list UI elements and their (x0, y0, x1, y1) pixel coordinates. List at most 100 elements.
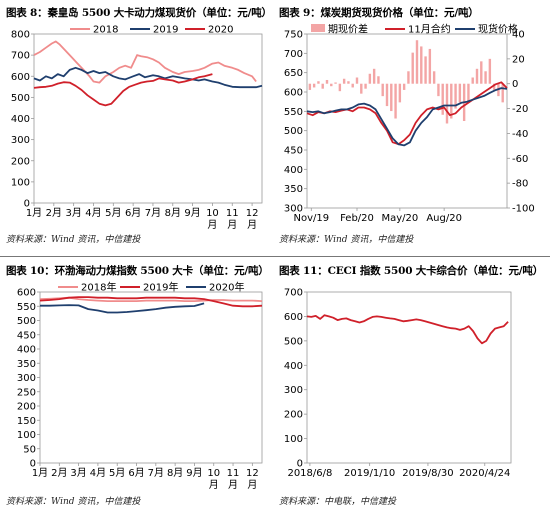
chart-panel-1: 图表 8：秦皇岛 5500 大卡动力煤现货价（单位：元/吨） 0 100 200 30… (0, 0, 272, 250)
bar (471, 77, 474, 84)
x-tick-label: 2019/1/10 (344, 468, 395, 479)
bar (420, 46, 423, 84)
x-tick-label-unit: 月 (227, 219, 237, 231)
bar (450, 83, 453, 119)
y-tick-label: 450 (284, 146, 303, 157)
bar (480, 61, 483, 84)
bar (437, 83, 440, 97)
x-tick-label: Feb/20 (340, 213, 374, 224)
y2-tick-label: 0 (512, 79, 518, 90)
y-tick-label: 700 (284, 288, 303, 299)
y2-tick-label: -60 (512, 154, 528, 165)
y-tick-label: 200 (284, 410, 303, 421)
y-tick-label: 500 (284, 126, 303, 137)
bar (312, 83, 316, 88)
y2-tick-label: 40 (512, 30, 525, 41)
chart-title: 图表 9：煤炭期货现货价格（单位：元/吨） (279, 7, 479, 19)
x-tick-label: 3月 (65, 207, 81, 219)
y-tick-label: 0 (297, 459, 303, 470)
chart-panel-3: 图表 10：环渤海动力煤指数 5500 大卡（单位：元/吨） 0 50 100 150… (0, 258, 270, 512)
x-tick-label: 7月 (148, 467, 164, 479)
y-tick-label: 250 (17, 387, 36, 398)
y-tick-label: 100 (284, 434, 303, 445)
chart-panel-2: 图表 9：煤炭期货现货价格（单位：元/吨） 300 350 400 450 500 550… (275, 0, 550, 250)
y-tick-label: 300 (284, 204, 303, 215)
y-tick-label: 550 (284, 107, 303, 118)
x-tick-label-unit: 月 (247, 479, 257, 491)
bar (372, 68, 376, 84)
y2-tick-label: 20 (512, 54, 525, 65)
plot-frame (306, 33, 508, 209)
x-tick-label: 1月 (32, 467, 48, 479)
y-tick-label: 300 (284, 385, 303, 396)
bar (415, 40, 419, 84)
series-line (306, 87, 508, 147)
y-tick-label: 400 (284, 361, 303, 372)
bar (351, 83, 354, 88)
y-tick-label: 400 (11, 114, 30, 125)
x-tick-label: 11 (226, 208, 239, 219)
bar (334, 82, 337, 84)
bar (492, 83, 496, 90)
legend-swatch (311, 24, 325, 32)
bar (501, 83, 504, 103)
legend-label: 2020 (208, 25, 233, 36)
x-tick-label: 2018/6/8 (287, 468, 332, 479)
bar (402, 83, 406, 90)
x-tick-label: 11 (227, 468, 240, 479)
bar (325, 79, 329, 84)
y-tick-label: 750 (284, 30, 303, 41)
y-tick-label: 550 (17, 302, 36, 313)
x-tick-label: 9月 (184, 207, 200, 219)
legend-label: 现货价格 (478, 23, 518, 36)
series-line (33, 66, 263, 89)
bar (364, 83, 367, 89)
y-tick-label: 100 (11, 177, 30, 188)
y2-tick-label: -100 (512, 204, 535, 215)
x-tick-label: 10 (206, 208, 219, 219)
bar (394, 83, 397, 119)
bar (342, 78, 346, 84)
legend-label: 2019 (153, 25, 178, 36)
bar (454, 83, 457, 109)
chart-title: 图表 10：环渤海动力煤指数 5500 大卡（单位：元/吨） (6, 265, 269, 277)
y-tick-label: 0 (30, 459, 36, 470)
x-tick-label: 2020/4/24 (459, 468, 510, 479)
chart-source: 资料来源：Wind 资讯，中信建投 (6, 497, 141, 507)
series-line (39, 296, 263, 308)
chart-source: 资料来源：中电联，中信建投 (279, 497, 397, 507)
plot-frame (39, 291, 263, 464)
bar (441, 83, 444, 115)
legend-label: 2019年 (143, 281, 178, 294)
bar (368, 73, 372, 84)
series-line (40, 302, 205, 314)
y2-tick-label: -20 (512, 104, 528, 115)
x-tick-label: May/20 (381, 213, 418, 224)
bar (321, 83, 324, 89)
y-tick-label: 600 (17, 288, 36, 299)
x-tick-label-unit: 月 (209, 479, 219, 491)
chart-title: 图表 8：秦皇岛 5500 大卡动力煤现货价（单位：元/吨） (6, 7, 272, 19)
bar (317, 81, 320, 84)
divider (0, 256, 550, 257)
x-tick-label: 6月 (125, 207, 141, 219)
y-tick-label: 200 (17, 402, 36, 413)
bar (338, 83, 342, 92)
series-line (306, 314, 509, 345)
chart-panel-4: 图表 11：CECI 指数 5500 大卡综合价（单位：元/吨） 0 100 200… (275, 258, 550, 512)
bar (407, 71, 410, 84)
x-tick-label: 4月 (85, 207, 101, 219)
y-tick-label: 0 (24, 199, 30, 210)
bar (445, 83, 449, 124)
y-tick-label: 600 (284, 88, 303, 99)
x-tick-label: 2月 (51, 467, 67, 479)
bar (458, 83, 462, 103)
x-tick-label: 5月 (109, 467, 125, 479)
bar (390, 83, 393, 112)
x-tick-label: 5月 (105, 207, 121, 219)
y-tick-label: 50 (23, 444, 36, 455)
x-tick-label-unit: 月 (207, 219, 217, 231)
series-line (33, 73, 213, 107)
bar (347, 81, 350, 84)
y-tick-label: 500 (17, 316, 36, 327)
